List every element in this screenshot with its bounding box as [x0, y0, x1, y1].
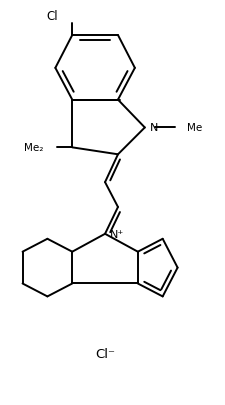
Text: N⁺: N⁺ — [110, 229, 124, 239]
Text: Me: Me — [186, 123, 201, 133]
Text: Cl⁻: Cl⁻ — [95, 347, 115, 360]
Text: Me₂: Me₂ — [24, 143, 43, 153]
Text: Cl: Cl — [46, 10, 58, 23]
Text: N: N — [149, 123, 158, 133]
